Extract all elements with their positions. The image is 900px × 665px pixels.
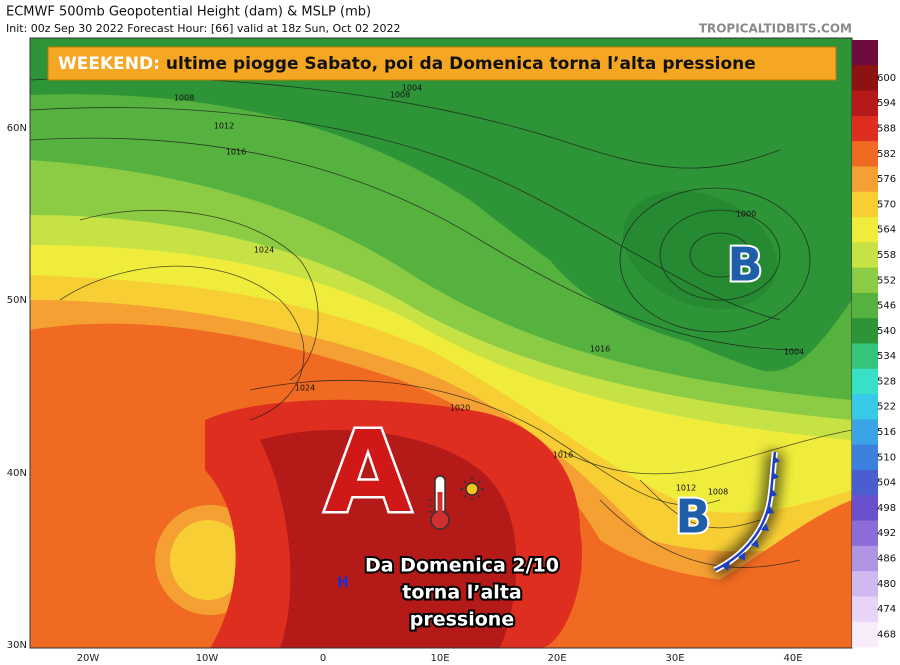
longitude-label: 40E [783,653,802,664]
colorbar-label: 570 [877,199,896,210]
colorbar-segment [852,90,878,117]
longitude-label: 30E [665,653,684,664]
banner-prefix: WEEKEND: [58,54,160,74]
colorbar-label: 498 [877,503,896,514]
colorbar-segment [852,596,878,623]
colorbar: 600 594 588 582 576 570 564 558 552 546 540 534 528 5… [852,40,896,648]
colorbar-segment [852,469,878,496]
colorbar-segment [852,166,878,193]
isobar-label: 1016 [553,451,573,460]
isobar-label: 1000 [736,210,756,219]
colorbar-segment [852,141,878,167]
cold-front [710,450,784,579]
caption-line: Da Domenica 2/10 [365,555,559,577]
colorbar-segment [852,394,878,420]
latitude-label: 30N [7,640,27,651]
caption: Da Domenica 2/10 torna l’alta pressione [363,553,561,633]
colorbar-label: 600 [877,73,896,84]
colorbar-segment [852,520,878,547]
isobar-label: 1008 [390,91,410,100]
colorbar-segment [852,571,878,597]
colorbar-label: 534 [877,351,896,362]
colorbar-segment [852,267,878,294]
longitude-label: 20E [547,653,566,664]
colorbar-label: 516 [877,427,896,438]
colorbar-segment [852,545,878,572]
colorbar-label: 594 [877,98,896,109]
banner-box [47,46,837,81]
isobar-label: 1012 [214,122,234,131]
colorbar-segment [852,343,878,370]
isobar-label: 1008 [708,488,728,497]
colorbar-segment [852,40,878,66]
latitude-label: 50N [7,295,27,306]
longitude-label: 10W [196,653,219,664]
isobar-label: 1004 [402,84,422,93]
isobar-label: 1020 [450,404,470,413]
colorbar-label: 510 [877,452,896,463]
low-pressure-symbol: B [727,238,762,292]
isobar-label: 1016 [590,345,610,354]
watermark: TROPICALTIDBITS.COM [699,22,852,36]
colorbar-segment [852,115,878,142]
colorbar-segment [852,65,878,92]
caption-line: pressione [410,609,514,631]
colorbar-label: 486 [877,553,896,564]
colorbar-label: 492 [877,528,896,539]
subtitle: Init: 00z Sep 30 2022 Forecast Hour: [66… [6,22,400,35]
colorbar-label: 576 [877,174,896,185]
colorbar-segment [852,444,878,471]
caption-line: torna l’alta [402,582,521,604]
isobar-label: 1024 [254,246,274,255]
colorbar-segment [852,242,878,269]
banner-text: WEEKEND: ultime piogge Sabato, poi da Dom… [58,54,756,74]
colorbar-label: 552 [877,275,896,286]
banner-message: ultime piogge Sabato, poi da Domenica to… [166,54,756,74]
colorbar-segment [852,292,878,319]
longitude-label: 20W [77,653,100,664]
colorbar-segment [852,318,878,344]
low-pressure-symbol: B [675,490,710,544]
longitude-label: 0 [320,653,326,664]
thermometer-icon [428,475,450,530]
colorbar-segment [852,368,878,395]
colorbar-segment [852,419,878,446]
sun-icon [460,477,484,501]
colorbar-label: 528 [877,376,896,387]
colorbar-segment [852,217,878,243]
latitude-label: 40N [7,468,27,479]
colorbar-label: 468 [877,629,896,640]
title: ECMWF 500mb Geopotential Height (dam) & … [6,5,371,20]
isobar-label: 1024 [295,384,315,393]
isobar-label: 1016 [226,148,246,157]
colorbar-segment [852,621,878,648]
colorbar-segment [852,495,878,522]
isobar-label: 1012 [676,484,696,493]
colorbar-label: 522 [877,402,896,413]
isobar-label: 1004 [784,348,804,357]
axis-labels: 60N 50N 40N 30N 20W 10W 0 10E 20E 30E 40E [7,123,803,664]
colorbar-label: 474 [877,604,896,615]
longitude-label: 10E [430,653,449,664]
colorbar-label: 540 [877,326,896,337]
colorbar-label: 582 [877,149,896,160]
high-pressure-symbol: A [325,408,412,538]
colorbar-label: 588 [877,124,896,135]
colorbar-label: 504 [877,478,896,489]
isobar-label: 1008 [174,94,194,103]
colorbar-segment [852,191,878,218]
colorbar-label: 564 [877,225,896,236]
colorbar-label: 480 [877,579,896,590]
high-marker: H [337,575,349,591]
colorbar-label: 558 [877,250,896,261]
colorbar-label: 546 [877,301,896,312]
latitude-label: 60N [7,123,27,134]
